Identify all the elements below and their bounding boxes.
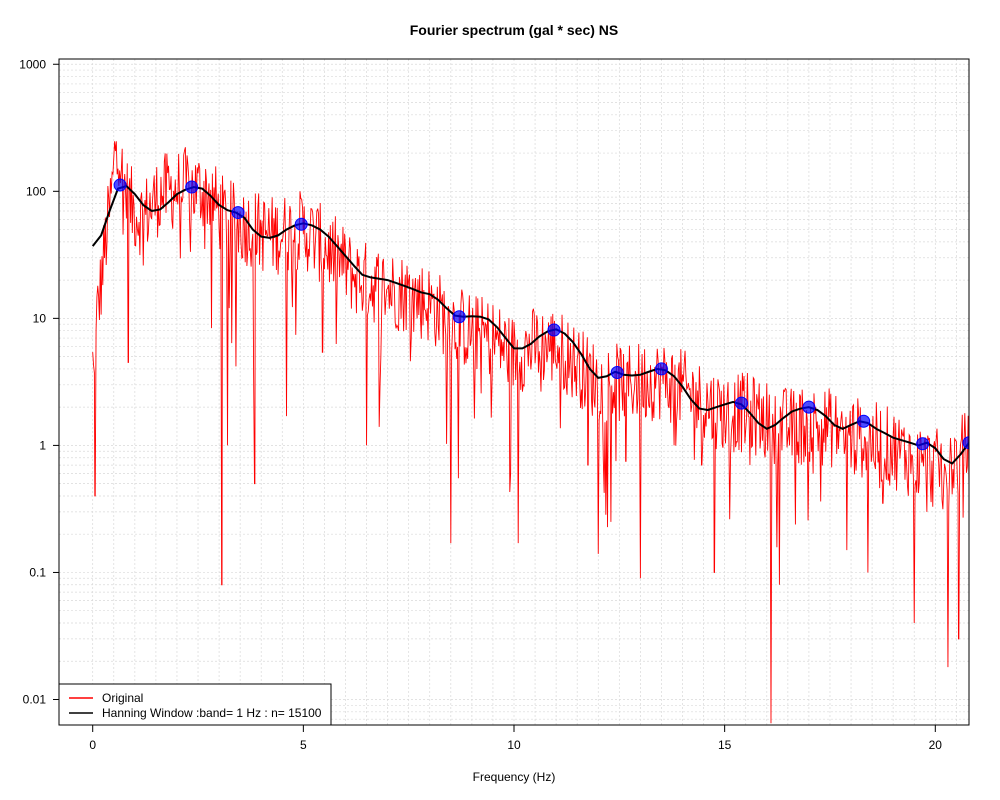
x-axis-label: Frequency (Hz) <box>473 770 556 784</box>
peak-marker-point <box>610 365 624 379</box>
peak-marker-point <box>547 323 561 337</box>
chart-title: Fourier spectrum (gal * sec) NS <box>410 22 619 38</box>
peak-marker-point <box>452 310 466 324</box>
legend: Original Hanning Window :band= 1 Hz : n=… <box>58 683 332 726</box>
peak-marker-point <box>654 362 668 376</box>
x-tick-label: 20 <box>929 738 943 752</box>
y-tick-label: 100 <box>26 184 46 198</box>
peak-marker-point <box>113 178 127 192</box>
peak-marker-point <box>185 180 199 194</box>
y-tick-label: 1000 <box>19 57 46 71</box>
peak-marker-point <box>857 414 871 428</box>
peak-marker-point <box>962 436 969 450</box>
series-original-line <box>92 141 969 724</box>
grid-lines <box>59 59 969 725</box>
x-tick-label: 0 <box>89 738 96 752</box>
y-tick-label: 10 <box>33 311 47 325</box>
y-tick-label: 0.01 <box>23 693 47 707</box>
x-tick-label: 5 <box>300 738 307 752</box>
legend-label-hanning: Hanning Window :band= 1 Hz : n= 15100 <box>102 706 322 720</box>
peak-marker-point <box>802 400 816 414</box>
peak-marker-point <box>294 217 308 231</box>
x-tick-label: 15 <box>718 738 732 752</box>
peak-marker-point <box>231 206 245 220</box>
y-tick-label: 0.1 <box>29 565 46 579</box>
axes: 0 5 10 15 20 0.01 0.1 1 10 100 1000 <box>19 57 942 752</box>
peak-marker-point <box>916 437 930 451</box>
peak-marker-point <box>735 396 748 410</box>
legend-label-original: Original <box>102 691 143 705</box>
x-tick-label: 10 <box>507 738 521 752</box>
y-tick-label: 1 <box>39 438 46 452</box>
legend-box <box>58 683 332 726</box>
plot-area <box>91 141 969 724</box>
